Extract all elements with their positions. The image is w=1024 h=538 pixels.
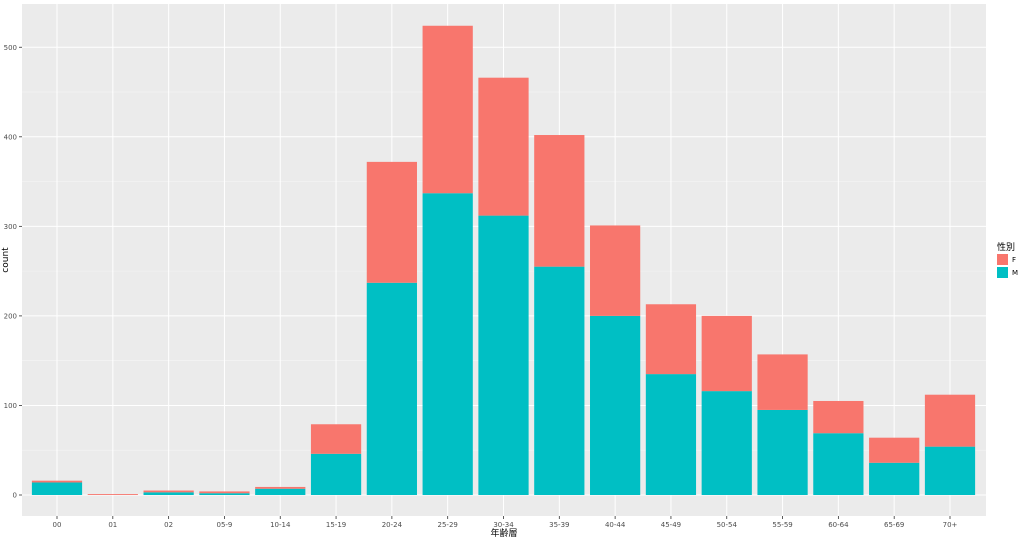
x-tick-label: 25-29 bbox=[438, 521, 458, 529]
bar-m-02 bbox=[143, 492, 194, 495]
bar-f-02 bbox=[143, 490, 194, 493]
x-tick-label: 02 bbox=[164, 521, 173, 529]
x-tick-label: 35-39 bbox=[549, 521, 569, 529]
y-tick-label: 300 bbox=[4, 223, 17, 231]
bar-m-55-59 bbox=[757, 409, 808, 495]
legend-key-M bbox=[997, 267, 1008, 278]
x-tick-label: 60-64 bbox=[828, 521, 849, 529]
x-tick-label: 20-24 bbox=[382, 521, 403, 529]
x-tick-label: 55-59 bbox=[772, 521, 792, 529]
bars-group bbox=[31, 25, 976, 496]
bar-m-45-49 bbox=[645, 374, 697, 495]
x-axis-ticks: 00 01 02 05-9 10-14 15-19 20-24 25-29 30-34 35-39… bbox=[53, 516, 958, 529]
legend-key-F bbox=[997, 254, 1008, 265]
x-tick-label: 01 bbox=[108, 521, 117, 529]
x-tick-label: 00 bbox=[53, 521, 62, 529]
bar-m-25-29 bbox=[422, 193, 473, 496]
bar-f-15-19 bbox=[310, 424, 362, 454]
x-tick-label: 70+ bbox=[943, 521, 958, 529]
bar-m-05-9 bbox=[199, 493, 250, 495]
bar-m-30-34 bbox=[478, 215, 529, 495]
x-tick-label: 65-69 bbox=[884, 521, 904, 529]
y-tick-label: 200 bbox=[4, 312, 17, 320]
bar-f-45-49 bbox=[645, 304, 697, 375]
x-tick-label: 10-14 bbox=[270, 521, 291, 529]
bar-m-40-44 bbox=[590, 315, 641, 495]
y-axis-title: count bbox=[1, 247, 11, 273]
x-tick-label: 50-54 bbox=[717, 521, 738, 529]
legend-title: 性別 bbox=[997, 241, 1015, 253]
x-tick-label: 15-19 bbox=[326, 521, 346, 529]
bar-f-30-34 bbox=[478, 77, 529, 216]
bar-f-35-39 bbox=[534, 135, 585, 267]
bar-f-25-29 bbox=[422, 25, 473, 194]
bar-f-40-44 bbox=[590, 225, 641, 316]
bar-m-60-64 bbox=[813, 433, 864, 495]
x-tick-label: 05-9 bbox=[216, 521, 232, 529]
bar-f-10-14 bbox=[255, 486, 306, 489]
bar-m-10-14 bbox=[255, 488, 306, 495]
x-axis-title: 年齢層 bbox=[490, 527, 517, 538]
y-axis-ticks: 0 100 200 300 400 500 bbox=[4, 44, 22, 500]
legend-label-F: F bbox=[1012, 256, 1016, 264]
bar-f-20-24 bbox=[366, 161, 417, 283]
x-tick-label: 45-49 bbox=[661, 521, 681, 529]
bar-f-55-59 bbox=[757, 354, 808, 410]
y-tick-label: 500 bbox=[4, 44, 17, 52]
bar-f-00 bbox=[31, 480, 83, 483]
legend-label-M: M bbox=[1012, 269, 1018, 277]
x-tick-label: 30-34 bbox=[493, 521, 514, 529]
bar-m-00 bbox=[31, 482, 83, 495]
bar-f-60-64 bbox=[813, 400, 864, 434]
bar-m-20-24 bbox=[366, 282, 417, 495]
y-tick-label: 0 bbox=[13, 492, 17, 500]
bar-m-65-69 bbox=[869, 462, 920, 495]
bar-m-50-54 bbox=[701, 391, 752, 495]
bar-m-15-19 bbox=[310, 453, 362, 495]
bar-f-65-69 bbox=[869, 437, 920, 463]
bar-m-35-39 bbox=[534, 266, 585, 495]
legend: 性別 FM bbox=[997, 241, 1018, 278]
bar-f-70+ bbox=[924, 394, 976, 447]
bar-m-70+ bbox=[924, 446, 976, 495]
y-tick-label: 100 bbox=[4, 402, 17, 410]
bar-f-01 bbox=[87, 494, 138, 495]
y-tick-label: 400 bbox=[4, 133, 17, 141]
x-tick-label: 40-44 bbox=[605, 521, 626, 529]
bar-f-50-54 bbox=[701, 315, 752, 392]
bar-f-05-9 bbox=[199, 491, 250, 494]
